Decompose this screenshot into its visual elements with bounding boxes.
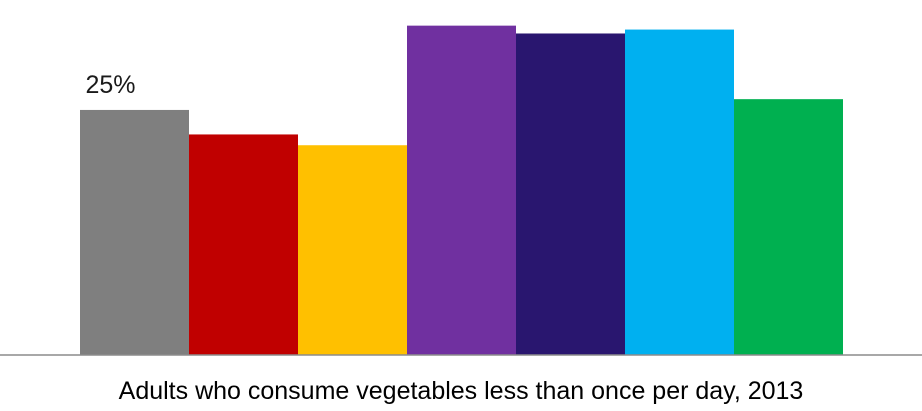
data-labels-group: 25% <box>85 71 135 99</box>
bar-6 <box>625 29 734 355</box>
bar-2 <box>189 134 298 355</box>
bars-group <box>80 25 843 356</box>
bar-1 <box>80 109 189 355</box>
bar-5 <box>516 33 625 356</box>
x-axis-title: Adults who consume vegetables less than … <box>119 377 804 405</box>
bar-3 <box>298 145 407 355</box>
bar-7 <box>734 99 843 356</box>
bar-4 <box>407 25 516 355</box>
data-label-1: 25% <box>85 71 135 99</box>
